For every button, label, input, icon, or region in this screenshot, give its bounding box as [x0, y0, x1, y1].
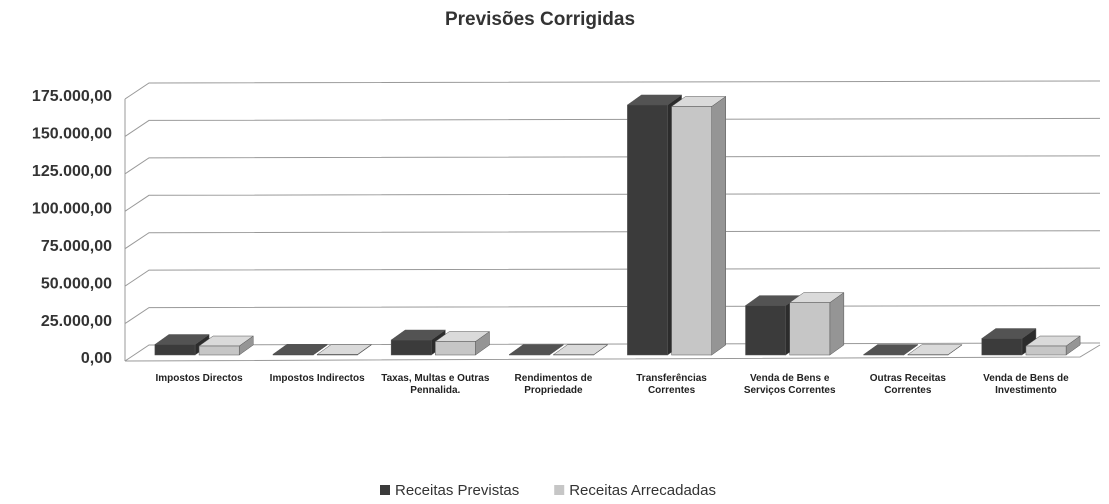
- bar: [980, 328, 1037, 356]
- x-tick-label: Outras Receitas Correntes: [869, 373, 946, 396]
- y-tick-label: 175.000,00: [32, 88, 112, 105]
- bar: [272, 343, 328, 356]
- x-tick-label: Impostos Indirectos: [269, 373, 365, 384]
- legend-swatch: [380, 485, 390, 495]
- floor: [124, 344, 1101, 362]
- y-tick-label: 125.000,00: [32, 163, 112, 180]
- bar: [198, 335, 255, 356]
- y-tick-label: 25.000,00: [41, 313, 112, 330]
- bar-top: [272, 344, 328, 355]
- grid-line: [124, 305, 1101, 324]
- grid-line: [124, 155, 1101, 175]
- bar: [1025, 335, 1081, 356]
- x-tick-label: Transferências Correntes: [636, 373, 707, 396]
- legend-label: Receitas Previstas: [395, 482, 519, 499]
- bar: [552, 344, 609, 356]
- bar-top: [862, 344, 919, 355]
- y-tick-label: 50.000,00: [41, 275, 112, 292]
- bar: [907, 344, 963, 356]
- bar-face: [435, 341, 476, 356]
- bar: [508, 344, 565, 356]
- grid-line: [124, 267, 1101, 287]
- bar-side: [711, 95, 726, 356]
- y-tick-label: 0,00: [81, 350, 112, 367]
- bar: [316, 344, 373, 356]
- y-tick-label: 150.000,00: [32, 126, 112, 143]
- bar-top: [508, 344, 565, 355]
- chart-title: Previsões Corrigidas: [445, 9, 635, 30]
- bar-face: [154, 344, 196, 356]
- legend-swatch: [554, 485, 565, 495]
- grid-line: [124, 80, 1101, 100]
- bar-face: [272, 354, 314, 356]
- bar: [788, 292, 845, 356]
- bar: [434, 331, 491, 356]
- grid-line: [124, 230, 1101, 250]
- bar-face: [390, 339, 432, 356]
- x-tick-label: Taxas, Multas e Outras Pennalida.: [381, 373, 490, 396]
- grid-line: [124, 192, 1101, 212]
- bar: [862, 344, 919, 356]
- bar-face: [745, 305, 786, 356]
- x-tick-label: Impostos Directos: [155, 373, 243, 384]
- bar-face: [627, 104, 668, 356]
- legend-label: Receitas Arrecadadas: [569, 482, 716, 499]
- bar-face: [671, 106, 712, 356]
- bar-face: [1025, 345, 1067, 356]
- bar-face: [789, 302, 831, 356]
- bar: [670, 95, 727, 356]
- x-tick-label: Venda de Bens de Investimento: [983, 373, 1069, 396]
- x-tick-label: Venda de Bens e Serviços Correntes: [743, 373, 836, 396]
- grid-line: [124, 117, 1101, 137]
- bar-face: [198, 345, 240, 356]
- x-tick-label: Rendimentos de Propriedade: [514, 373, 593, 396]
- bar-side: [829, 292, 845, 356]
- y-tick-label: 100.000,00: [32, 201, 112, 218]
- bar-face: [981, 338, 1023, 356]
- y-tick-label: 75.000,00: [41, 238, 112, 255]
